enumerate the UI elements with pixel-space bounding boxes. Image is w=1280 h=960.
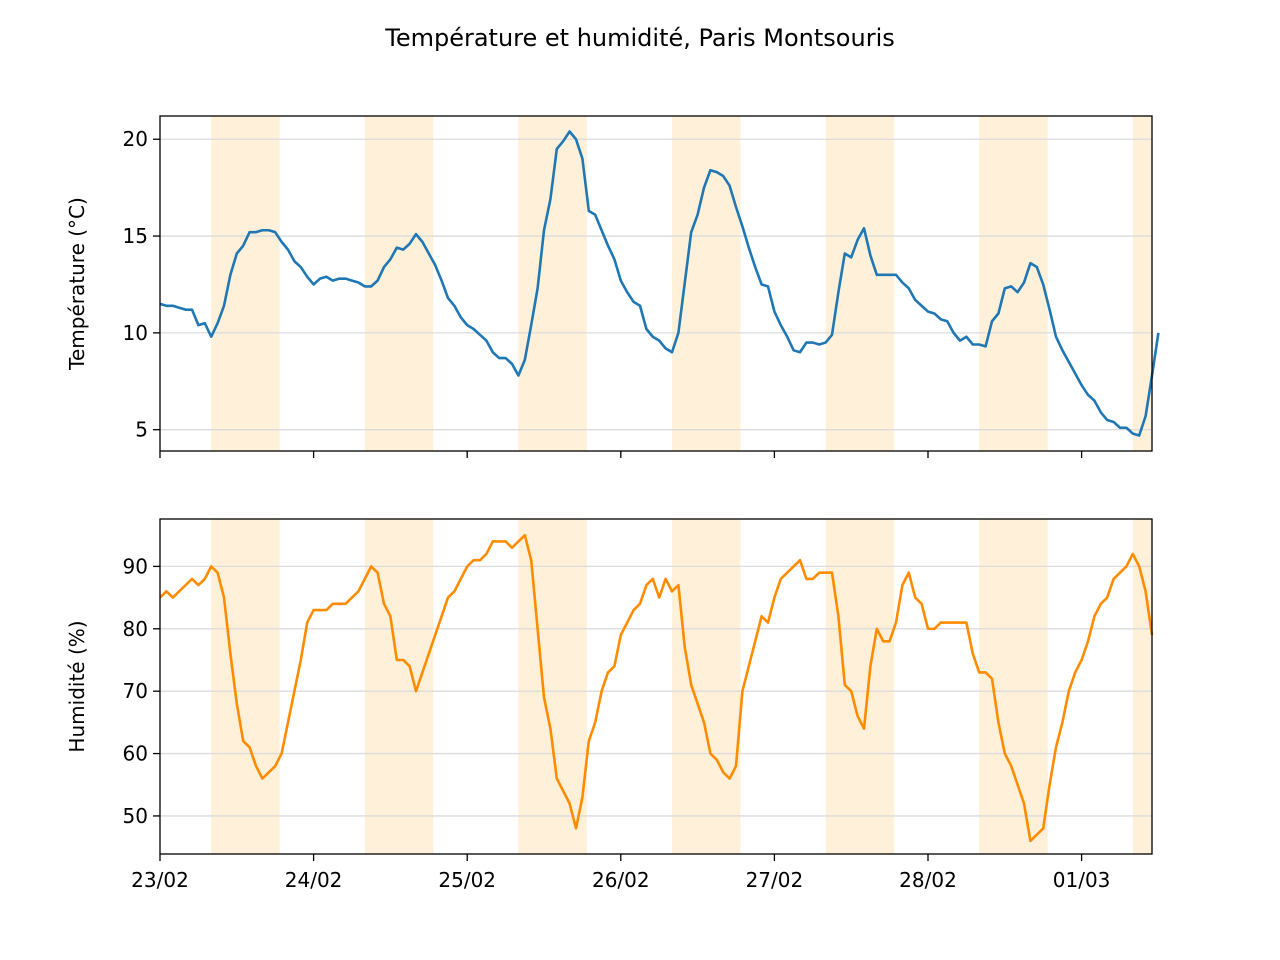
temperature-panel: 5 10 15 20 Température (°C): [65, 115, 1160, 458]
daylight-band: [825, 116, 895, 451]
y-tick-label: 90: [123, 554, 148, 578]
daylight-band: [518, 116, 587, 451]
y-tick-label: 50: [123, 804, 148, 828]
humidity-panel: 50 60 70 80 90 23/02 24/02 25/02 26/02 27/02 28/0…: [65, 518, 1154, 892]
humidity-series-line: [159, 533, 1154, 843]
x-tick-label: 26/02: [592, 868, 650, 892]
daylight-band: [518, 519, 587, 854]
humidity-plot-frame: [159, 518, 1153, 855]
y-tick-label: 5: [135, 418, 148, 442]
temperature-plot-frame: [159, 115, 1153, 452]
daylight-band: [364, 519, 434, 854]
humidity-y-axis-label: Humidité (%): [65, 620, 89, 752]
daylight-band: [979, 519, 1048, 854]
y-tick-label: 20: [123, 127, 148, 151]
temperature-y-axis-label: Température (°C): [65, 197, 89, 371]
daylight-band: [825, 519, 895, 854]
daylight-band: [211, 116, 280, 451]
temperature-series-line: [159, 130, 1160, 437]
daylight-band: [979, 116, 1048, 451]
x-tick-label: 01/03: [1053, 868, 1111, 892]
daylight-band: [672, 116, 741, 451]
x-tick-label: 25/02: [438, 868, 496, 892]
x-tick-label: 27/02: [746, 868, 804, 892]
y-tick-label: 70: [123, 679, 148, 703]
chart-title: Température et humidité, Paris Montsouri…: [384, 24, 894, 52]
y-tick-label: 15: [123, 224, 148, 248]
daylight-band: [1132, 116, 1152, 451]
x-tick-label: 23/02: [131, 868, 189, 892]
y-tick-label: 10: [123, 321, 148, 345]
x-tick-label: 24/02: [285, 868, 343, 892]
daylight-band: [672, 519, 741, 854]
x-tick-label: 28/02: [899, 868, 957, 892]
daylight-band: [1132, 519, 1152, 854]
y-tick-label: 80: [123, 617, 148, 641]
y-tick-label: 60: [123, 742, 148, 766]
daylight-band: [211, 519, 280, 854]
